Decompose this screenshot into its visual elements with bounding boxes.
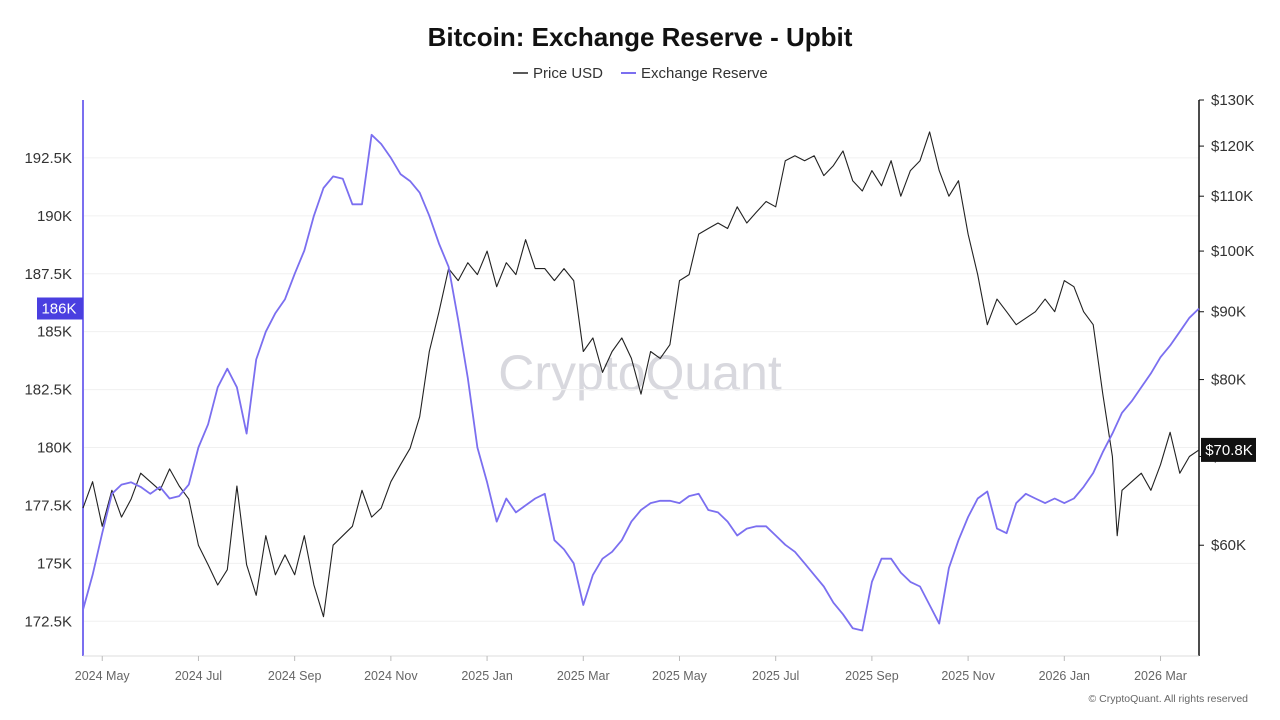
- left-tick-label: 172.5K: [24, 613, 72, 630]
- left-tick-label: 180K: [37, 440, 72, 457]
- x-tick-label: 2026 Mar: [1134, 669, 1187, 683]
- x-tick-label: 2026 Jan: [1039, 669, 1090, 683]
- legend-item-reserve[interactable]: Exchange Reserve: [621, 65, 768, 82]
- right-tick-label: $110K: [1211, 188, 1253, 205]
- right-tick-label: $80K: [1211, 372, 1246, 389]
- left-tick-label: 177.5K: [24, 497, 72, 514]
- left-tick-label: 192.5K: [24, 150, 72, 167]
- legend-label-price: Price USD: [533, 65, 603, 82]
- x-tick-label: 2025 Sep: [845, 669, 899, 683]
- gridlines: [83, 157, 1199, 622]
- right-tick-label: $90K: [1211, 304, 1246, 321]
- x-axis-ticks: 2024 May 2024 Jul 2024 Sep 2024 Nov 2025 Jan…: [75, 656, 1187, 683]
- x-tick-label: 2025 Mar: [557, 669, 610, 683]
- right-axis-ticks: $60K$70K$80K$90K$100K$110K$120K$130K: [1199, 92, 1254, 554]
- x-tick-label: 2024 Jul: [175, 669, 222, 683]
- legend[interactable]: Price USD Exchange Reserve: [513, 65, 768, 82]
- exchange-reserve-line: [82, 133, 1200, 632]
- reserve-badge-background: [37, 297, 83, 320]
- left-tick-label: 190K: [37, 208, 72, 225]
- right-tick-label: $120K: [1211, 138, 1254, 155]
- legend-label-reserve: Exchange Reserve: [641, 65, 768, 82]
- reserve-current-badge: 186K: [37, 297, 83, 320]
- x-tick-label: 2024 Nov: [364, 669, 418, 683]
- x-tick-label: 2025 Jan: [461, 669, 512, 683]
- price-usd-line: [82, 131, 1200, 618]
- reserve-badge-label: 186K: [41, 301, 76, 318]
- right-tick-label: $60K: [1211, 537, 1246, 554]
- left-tick-label: 182.5K: [24, 382, 72, 399]
- left-tick-label: 175K: [37, 555, 72, 572]
- left-tick-label: 187.5K: [24, 266, 72, 283]
- right-tick-label: $130K: [1211, 92, 1254, 109]
- legend-item-price[interactable]: Price USD: [513, 65, 603, 82]
- copyright-footer: © CryptoQuant. All rights reserved: [1089, 693, 1249, 705]
- right-tick-label: $100K: [1211, 243, 1254, 260]
- x-tick-label: 2024 Sep: [268, 669, 322, 683]
- left-tick-label: 185K: [37, 324, 72, 341]
- x-tick-label: 2024 May: [75, 669, 131, 683]
- x-tick-label: 2025 May: [652, 669, 708, 683]
- chart-title: Bitcoin: Exchange Reserve - Upbit: [428, 22, 853, 52]
- x-tick-label: 2025 Jul: [752, 669, 799, 683]
- price-badge-background: [1201, 437, 1256, 462]
- x-tick-label: 2025 Nov: [941, 669, 995, 683]
- left-axis-ticks: 172.5K 175K 177.5K 180K 182.5K 185K 187.5K 190K…: [24, 150, 72, 630]
- price-badge-label: $70.8K: [1205, 442, 1253, 459]
- price-current-badge: $70.8K: [1201, 437, 1256, 462]
